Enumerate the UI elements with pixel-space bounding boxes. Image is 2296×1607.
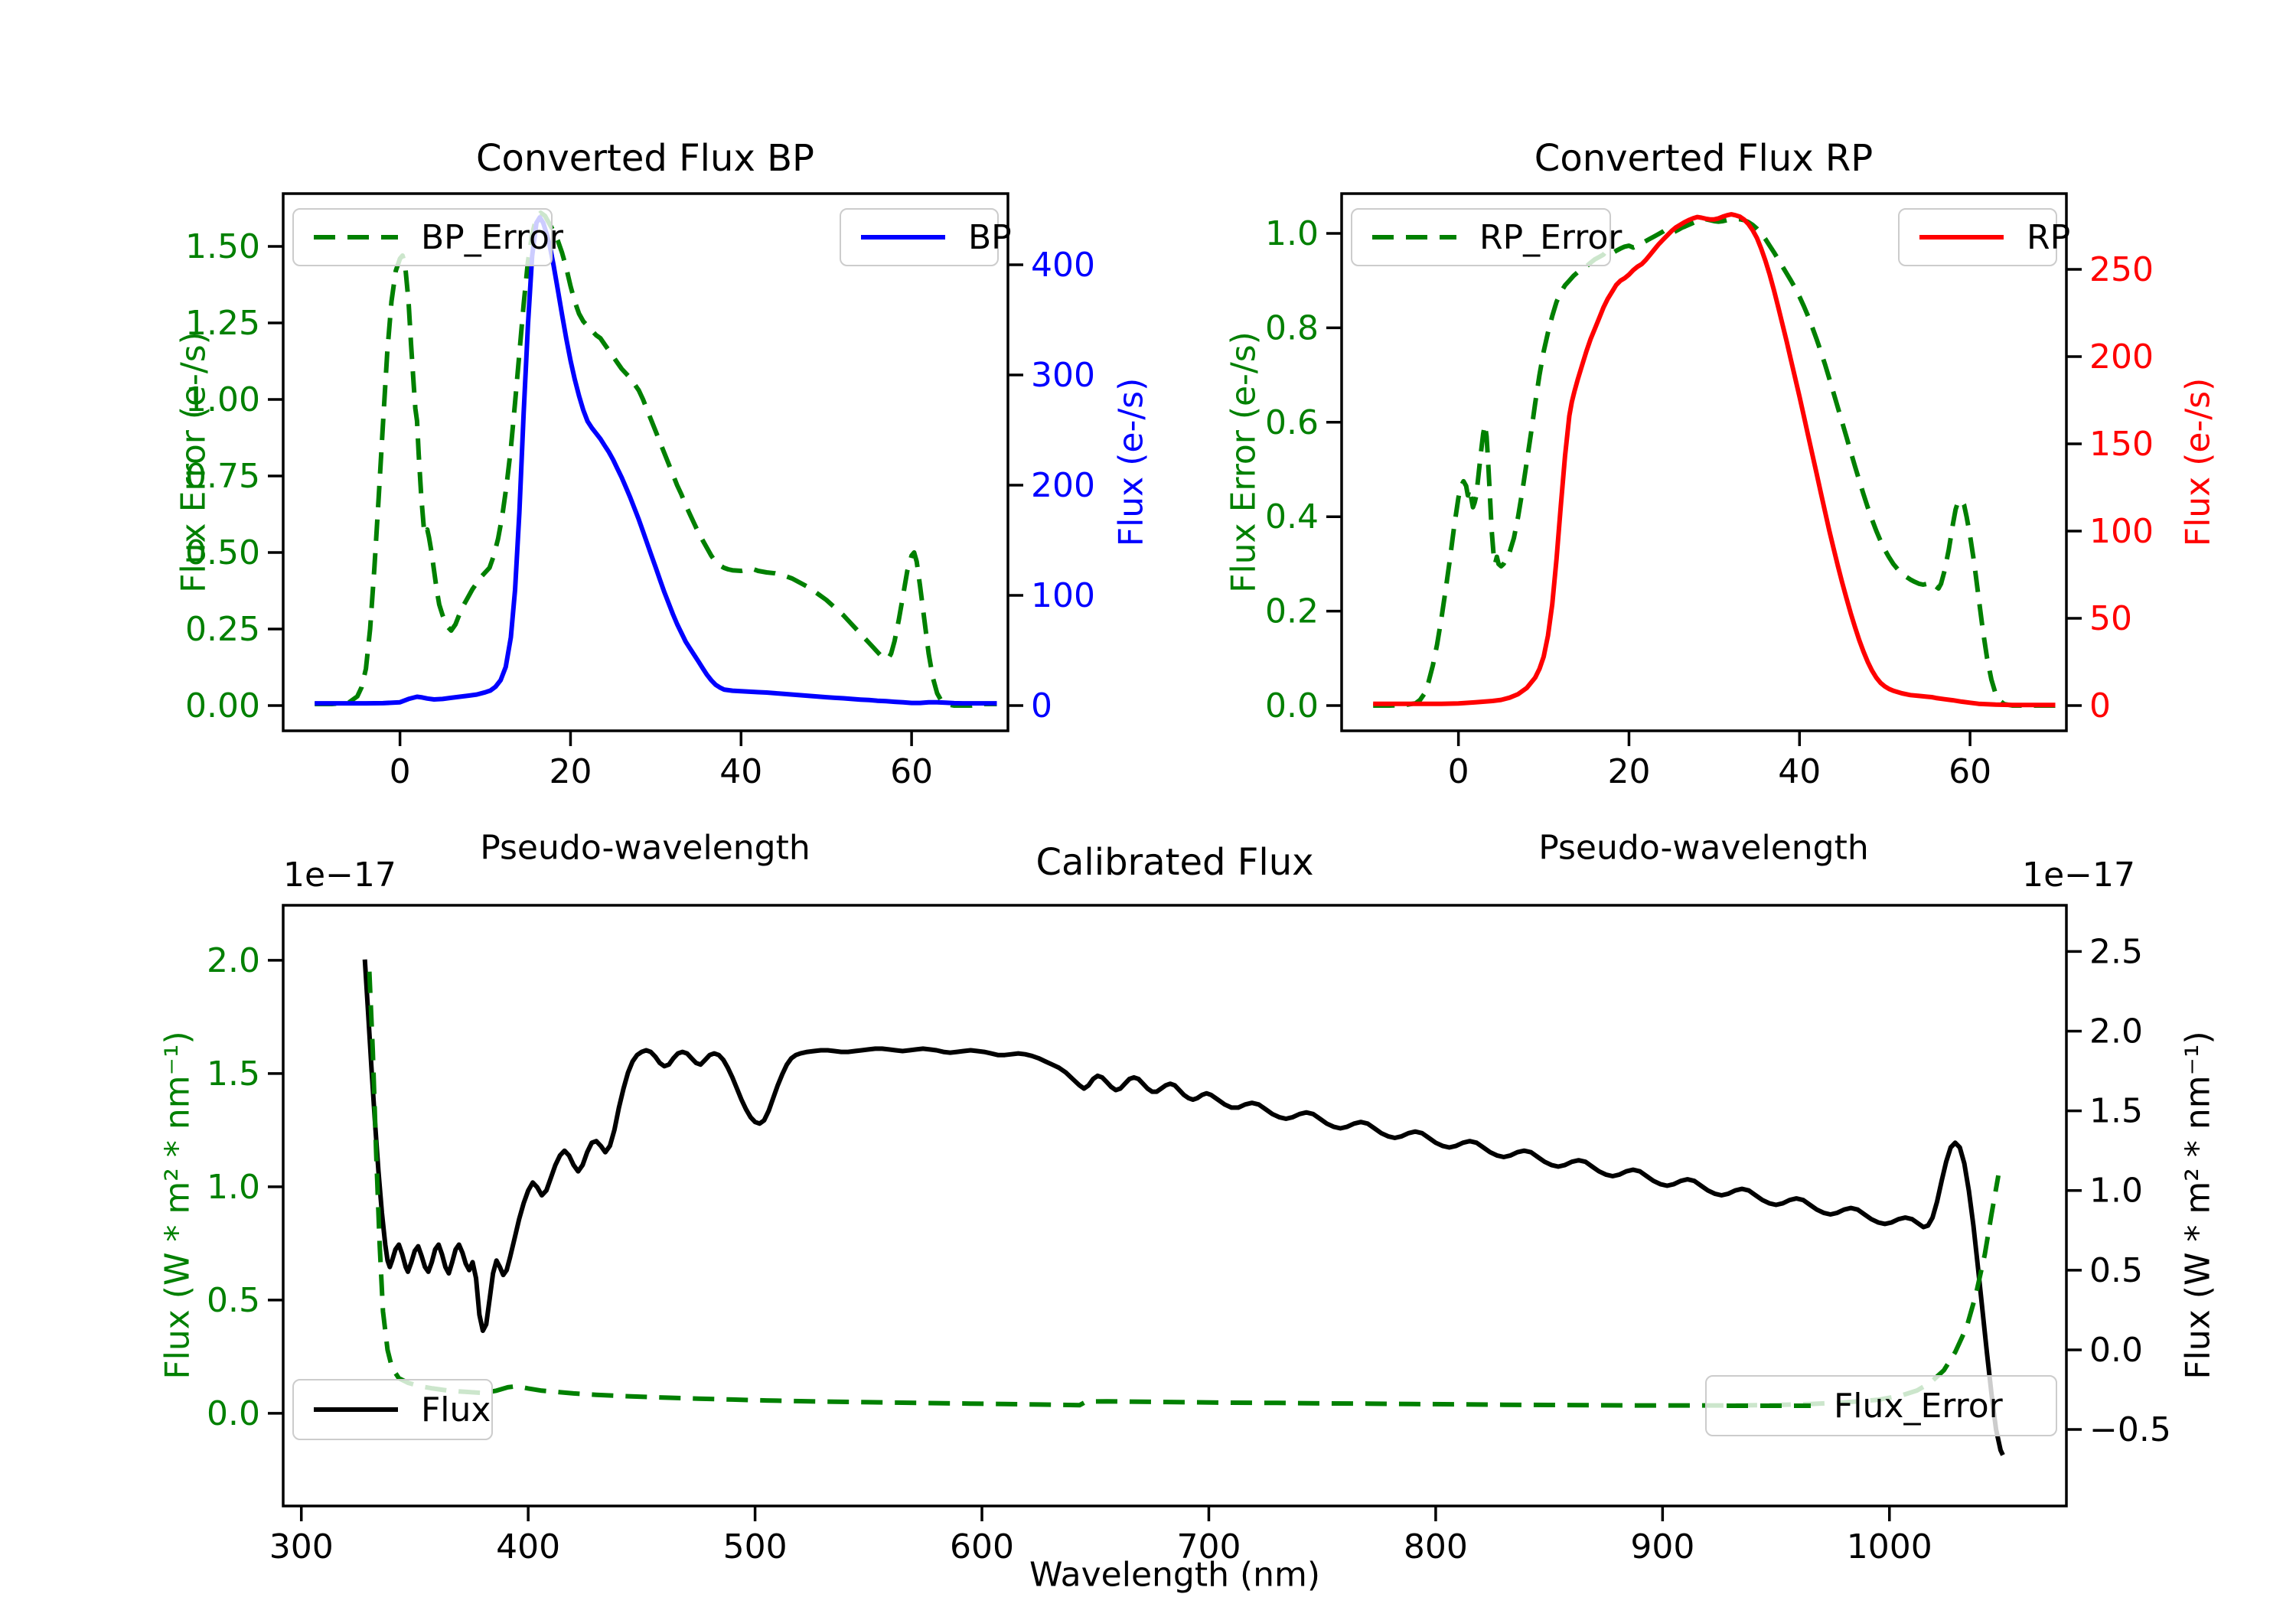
legend-rp-error: RP_Error xyxy=(1351,208,1622,266)
y-tick-label-left: 1.50 xyxy=(185,227,260,266)
y-tick-label-right: 50 xyxy=(2089,599,2132,638)
x-tick-label: 0 xyxy=(390,752,411,791)
legend-label-flux: Flux xyxy=(421,1390,491,1429)
legend-label-bp-error: BP_Error xyxy=(421,217,563,257)
y-tick-label-right: 0.5 xyxy=(2089,1251,2143,1290)
x-tick-label: 800 xyxy=(1404,1527,1468,1566)
y-tick-label-left: 0.6 xyxy=(1265,403,1319,442)
rp-ylabel-left: Flux Error (e-/s) xyxy=(1224,331,1264,593)
calibrated-ylabel-left: Flux (W * m² * nm⁻¹) xyxy=(158,1031,197,1380)
x-tick-label: 20 xyxy=(549,752,592,791)
y-tick-label-right: 150 xyxy=(2089,425,2154,464)
y-tick-label-left: 0.50 xyxy=(185,533,260,572)
x-tick-label: 400 xyxy=(496,1527,560,1566)
legend-rp: RP xyxy=(1898,208,2070,266)
x-tick-label: 900 xyxy=(1630,1527,1694,1566)
y-tick-label-right: 300 xyxy=(1031,356,1095,395)
legend-label-rp: RP xyxy=(2027,217,2071,257)
y-tick-label-left: 1.25 xyxy=(185,304,260,343)
x-tick-label: 60 xyxy=(890,752,933,791)
y-tick-label-right: 0.0 xyxy=(2089,1331,2143,1370)
series-Flux_Error xyxy=(367,971,2001,1408)
rp-xlabel: Pseudo-wavelength xyxy=(1538,828,1869,868)
y-tick-label-left: 1.0 xyxy=(207,1168,260,1207)
y-tick-label-right: 400 xyxy=(1031,246,1095,285)
axes-spines xyxy=(282,904,2068,1508)
y-tick-label-left: 0.2 xyxy=(1265,592,1319,631)
y-tick-label-left: 0.25 xyxy=(185,610,260,649)
x-tick-label: 60 xyxy=(1949,752,1991,791)
x-tick-label: 20 xyxy=(1607,752,1650,791)
y-tick-label-left: 0.0 xyxy=(207,1394,260,1433)
y-tick-label-left: 0.75 xyxy=(185,457,260,496)
axes-spines xyxy=(282,192,1009,732)
y-tick-label-right: 0 xyxy=(1031,686,1052,725)
subplot-2: 300 400 500 600 700 800 900 1000 0.0 0.5 1.0 1.5 2.0… xyxy=(207,856,2171,1566)
offset-text-right: 1e−17 xyxy=(2022,856,2135,895)
y-tick-label-left: 0.0 xyxy=(1265,686,1319,725)
rp-ylabel-right: Flux (e-/s) xyxy=(2178,377,2218,547)
axes-spines xyxy=(1340,192,2068,732)
y-tick-label-right: 200 xyxy=(2089,337,2154,376)
subplot-bp-title: Converted Flux BP xyxy=(476,137,814,180)
y-tick-label-left: 0.5 xyxy=(207,1281,260,1320)
bp-ylabel-left: Flux Error (e-/s) xyxy=(174,331,214,593)
x-tick-label: 40 xyxy=(719,752,762,791)
legend-label-rp-error: RP_Error xyxy=(1479,217,1623,257)
subplot-1: 0 20 40 60 0.0 0.2 0.4 0.6 0.8 1.0 0 50 100 150 200 250 xyxy=(1265,192,2154,791)
y-tick-label-right: −0.5 xyxy=(2089,1410,2171,1449)
y-tick-label-left: 1.0 xyxy=(1265,214,1319,253)
offset-text-left: 1e−17 xyxy=(283,856,396,895)
y-tick-label-right: 2.0 xyxy=(2089,1012,2143,1051)
y-tick-label-left: 1.00 xyxy=(185,380,260,419)
x-tick-label: 40 xyxy=(1778,752,1821,791)
y-tick-label-left: 0.4 xyxy=(1265,497,1319,536)
legend-dashed-line-sample xyxy=(314,235,398,240)
legend-label-bp: BP xyxy=(968,217,1012,257)
series-RP_Error xyxy=(1373,217,2056,708)
legend-dashed-line-sample xyxy=(1372,235,1456,240)
legend-bp-error: BP_Error xyxy=(292,208,563,266)
y-tick-label-right: 1.5 xyxy=(2089,1092,2143,1131)
y-tick-label-right: 2.5 xyxy=(2089,932,2143,971)
calibrated-xlabel: Wavelength (nm) xyxy=(1029,1555,1321,1595)
series-BP_Error xyxy=(315,210,997,708)
x-tick-label: 600 xyxy=(950,1527,1014,1566)
series-RP xyxy=(1373,212,2056,708)
x-tick-label: 700 xyxy=(1176,1527,1241,1566)
y-tick-label-left: 2.0 xyxy=(207,941,260,980)
y-tick-label-right: 100 xyxy=(1031,576,1095,615)
y-tick-label-right: 100 xyxy=(2089,512,2154,551)
legend-solid-line-sample xyxy=(861,235,945,240)
x-tick-label: 0 xyxy=(1448,752,1469,791)
x-tick-label: 300 xyxy=(269,1527,334,1566)
calibrated-ylabel-right: Flux (W * m² * nm⁻¹) xyxy=(2178,1031,2218,1380)
y-tick-label-left: 0.00 xyxy=(185,686,260,725)
y-tick-label-left: 0.8 xyxy=(1265,308,1319,347)
y-tick-label-right: 0 xyxy=(2089,686,2111,725)
x-tick-label: 500 xyxy=(723,1527,788,1566)
y-tick-label-right: 1.0 xyxy=(2089,1172,2143,1211)
legend-dashed-line-sample xyxy=(1727,1403,1811,1408)
y-tick-label-left: 1.5 xyxy=(207,1054,260,1094)
legend-solid-line-sample xyxy=(1919,235,2004,240)
series-BP xyxy=(315,215,997,706)
legend-bp: BP xyxy=(840,208,1012,266)
series-Flux xyxy=(362,959,2005,1456)
x-tick-label: 1000 xyxy=(1847,1527,1932,1566)
legend-flux-error: Flux_Error xyxy=(1705,1375,2057,1436)
bp-ylabel-right: Flux (e-/s) xyxy=(1111,377,1151,547)
y-tick-label-right: 200 xyxy=(1031,466,1095,505)
subplot-0: 0 20 40 60 0.00 0.25 0.50 0.75 1.00 1.25 1.50 0 100 2… xyxy=(185,192,1095,791)
legend-label-flux-error: Flux_Error xyxy=(1834,1386,2003,1426)
legend-flux: Flux xyxy=(292,1379,493,1440)
bp-xlabel: Pseudo-wavelength xyxy=(480,828,810,868)
y-tick-label-right: 250 xyxy=(2089,250,2154,289)
subplot-calibrated-title: Calibrated Flux xyxy=(1035,841,1314,884)
legend-solid-line-sample xyxy=(314,1407,398,1412)
subplot-rp-title: Converted Flux RP xyxy=(1534,137,1874,180)
